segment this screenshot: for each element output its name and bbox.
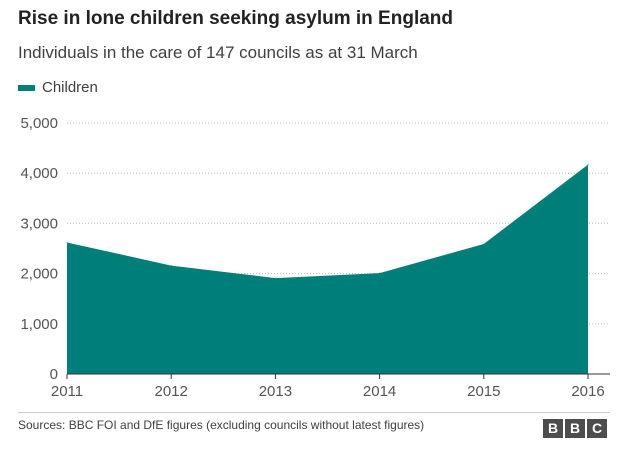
y-tick-labels: 0 1,000 2,000 3,000 4,000 5,000 [20,115,58,383]
x-tick-label: 2013 [259,383,292,400]
data-point [66,241,68,243]
x-tick-labels: 2011 2012 2013 2014 2015 2016 [51,383,605,400]
legend: Children [18,79,98,96]
chart-subtitle: Individuals in the care of 147 councils … [18,43,418,62]
x-tick-label: 2011 [51,383,83,400]
legend-label-children: Children [42,79,98,96]
data-point [274,277,276,279]
footer-divider [18,412,610,413]
chart-title: Rise in lone children seeking asylum in … [18,8,453,29]
y-tick-label: 5,000 [20,115,58,132]
y-tick-label: 2,000 [20,266,58,283]
data-point [587,164,589,166]
x-tick-label: 2015 [467,383,500,400]
data-point [483,243,485,245]
x-tick-label: 2012 [155,383,188,400]
y-tick-label: 1,000 [20,316,58,333]
bbc-logo: B B C [543,419,607,438]
axis-layer [66,373,610,379]
area-layer [66,164,589,374]
y-tick-label: 3,000 [20,215,58,232]
y-tick-label: 0 [50,366,58,383]
data-point [170,265,172,267]
logo-letter: B [543,419,563,438]
area-series-children [67,164,588,374]
x-tick-label: 2014 [363,383,396,400]
x-tick-label: 2016 [571,383,604,400]
data-point [379,272,381,274]
logo-letter: C [587,419,607,438]
logo-letter: B [565,419,585,438]
legend-swatch [18,84,35,91]
source-note: Sources: BBC FOI and DfE figures (exclud… [18,418,425,432]
y-tick-label: 4,000 [20,165,58,182]
